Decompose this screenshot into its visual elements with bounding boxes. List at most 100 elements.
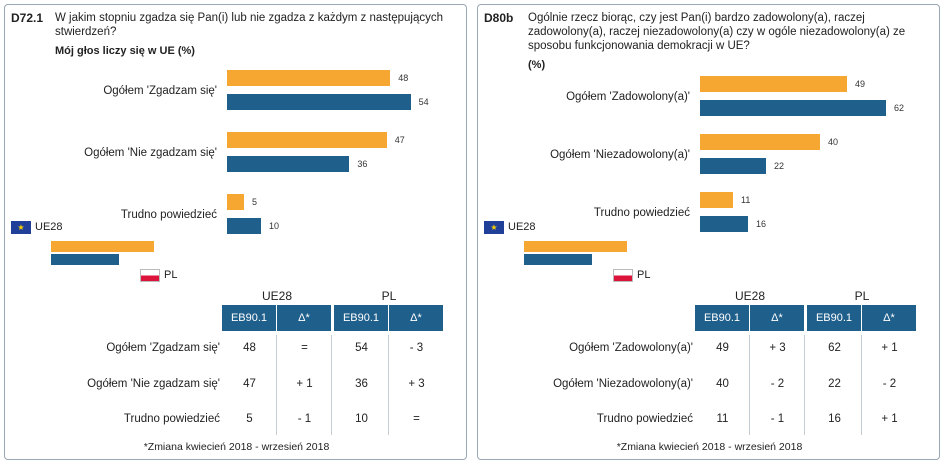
- table-row-label: Trudno powiedzieć: [123, 413, 220, 425]
- table-cell-ue28-delta: =: [301, 342, 308, 354]
- table-cell-ue28: 49: [716, 342, 729, 354]
- data-label: 16: [756, 219, 767, 229]
- bar-pl: [227, 218, 261, 234]
- bar-pl: [700, 100, 886, 116]
- table-row-label: Trudno powiedzieć: [596, 413, 693, 425]
- data-label: 36: [357, 159, 368, 169]
- legend-pl-swatch: [524, 254, 592, 265]
- bar-pl: [700, 158, 766, 174]
- question-id: D80b: [484, 11, 514, 25]
- table-cell-ue28: 48: [243, 342, 256, 354]
- legend-ue28-swatch: [51, 241, 154, 252]
- data-label: 62: [894, 103, 905, 113]
- category-label: Ogółem 'Zgadzam się': [103, 85, 217, 97]
- question-id: D72.1: [11, 11, 44, 25]
- table-cell-pl-delta: + 3: [408, 378, 425, 390]
- table-header-delta: Δ*: [750, 305, 804, 331]
- table-cell-ue28: 11: [716, 413, 729, 425]
- table-cell-pl-delta: + 1: [881, 413, 898, 425]
- table-cell-ue28: 5: [246, 413, 253, 425]
- table-cell-pl-delta: =: [413, 413, 420, 425]
- footnote: *Zmiana kwiecień 2018 - wrzesień 2018: [143, 441, 330, 453]
- table-row-label: Ogółem 'Zgadzam się': [106, 342, 220, 354]
- data-label: 5: [252, 197, 258, 207]
- bar-ue28: [700, 192, 733, 208]
- footnote: *Zmiana kwiecień 2018 - wrzesień 2018: [616, 441, 803, 453]
- table-cell-ue28: 40: [716, 378, 729, 390]
- table-header-eb: EB90.1: [334, 305, 388, 331]
- legend-ue28-label: UE28: [508, 221, 536, 233]
- table-cell-pl-delta: - 3: [409, 342, 424, 354]
- table-cell-pl: 36: [355, 378, 368, 390]
- table-header-eb: EB90.1: [222, 305, 276, 331]
- question-text: Ogólnie rzecz biorąc, czy jest Pan(i) ba…: [528, 12, 906, 52]
- table-header-eb: EB90.1: [695, 305, 749, 331]
- legend-ue28-swatch: [524, 241, 627, 252]
- table-cell-ue28-delta: - 2: [770, 378, 785, 390]
- table-divider: [331, 335, 332, 435]
- bar-ue28: [227, 70, 391, 86]
- data-label: 49: [855, 79, 866, 89]
- table-cell-pl: 22: [828, 378, 841, 390]
- table-cell-pl: 16: [828, 413, 841, 425]
- table-row-label: Ogółem 'Niezadowolony(a)': [553, 378, 693, 390]
- table-cell-pl: 10: [355, 413, 368, 425]
- bar-pl: [227, 156, 350, 172]
- table-row-label: Ogółem 'Nie zgadzam się': [87, 378, 220, 390]
- bar-pl: [227, 94, 411, 110]
- table-group-ue28: UE28: [734, 289, 766, 303]
- legend-pl-label: PL: [164, 269, 178, 281]
- data-label: 48: [398, 73, 409, 83]
- eu-flag-icon: ★: [484, 221, 504, 234]
- table-cell-ue28-delta: - 1: [297, 413, 312, 425]
- bar-ue28: [700, 134, 820, 150]
- table-divider: [861, 335, 862, 435]
- category-label: Ogółem 'Niezadowolony(a)': [550, 149, 690, 161]
- category-label: Ogółem 'Nie zgadzam się': [84, 147, 217, 159]
- panel-d80b: D80b Ogólnie rzecz biorąc, czy jest Pan(…: [477, 4, 940, 460]
- category-label: Trudno powiedzieć: [120, 209, 217, 221]
- bar-ue28: [700, 76, 847, 92]
- table-group-pl: PL: [381, 289, 397, 303]
- table-cell-pl: 54: [355, 342, 368, 354]
- table-cell-ue28-delta: + 3: [769, 342, 786, 354]
- table-divider: [276, 335, 277, 435]
- table-header-delta: Δ*: [862, 305, 916, 331]
- data-label: 54: [418, 97, 429, 107]
- table-cell-pl-delta: - 2: [882, 378, 897, 390]
- data-label: 11: [741, 195, 751, 205]
- table-header-delta: Δ*: [389, 305, 443, 331]
- pl-flag-icon: [613, 269, 633, 282]
- table-group-ue28: UE28: [261, 289, 293, 303]
- table-cell-pl: 62: [828, 342, 841, 354]
- table-header-delta: Δ*: [277, 305, 331, 331]
- category-label: Ogółem 'Zadowolony(a)': [566, 91, 690, 103]
- table-cell-ue28-delta: - 1: [770, 413, 785, 425]
- table-cell-pl-delta: + 1: [881, 342, 898, 354]
- bar-pl: [700, 216, 748, 232]
- bar-ue28: [227, 132, 387, 148]
- legend-pl-label: PL: [637, 269, 651, 281]
- data-label: 40: [828, 137, 839, 147]
- eu-flag-icon: ★: [11, 221, 31, 234]
- pl-flag-icon: [140, 269, 160, 282]
- table-divider: [388, 335, 389, 435]
- table-group-pl: PL: [854, 289, 870, 303]
- legend-ue28-label: UE28: [35, 221, 63, 233]
- legend-pl-swatch: [51, 254, 119, 265]
- data-label: 22: [774, 161, 785, 171]
- panel-d72: D72.1 W jakim stopniu zgadza się Pan(i) …: [4, 4, 467, 460]
- table-divider: [804, 335, 805, 435]
- question-text: W jakim stopniu zgadza się Pan(i) lub ni…: [55, 12, 443, 38]
- table-cell-ue28: 47: [243, 378, 256, 390]
- table-divider: [749, 335, 750, 435]
- category-label: Trudno powiedzieć: [593, 207, 690, 219]
- chart-subtitle: (%): [528, 59, 546, 71]
- data-label: 10: [269, 221, 280, 231]
- table-header-eb: EB90.1: [807, 305, 861, 331]
- chart-subtitle: Mój głos liczy się w UE (%): [55, 45, 195, 57]
- table-cell-ue28-delta: + 1: [296, 378, 313, 390]
- bar-ue28: [227, 194, 244, 210]
- data-label: 47: [394, 135, 405, 145]
- table-row-label: Ogółem 'Zadowolony(a)': [569, 342, 693, 354]
